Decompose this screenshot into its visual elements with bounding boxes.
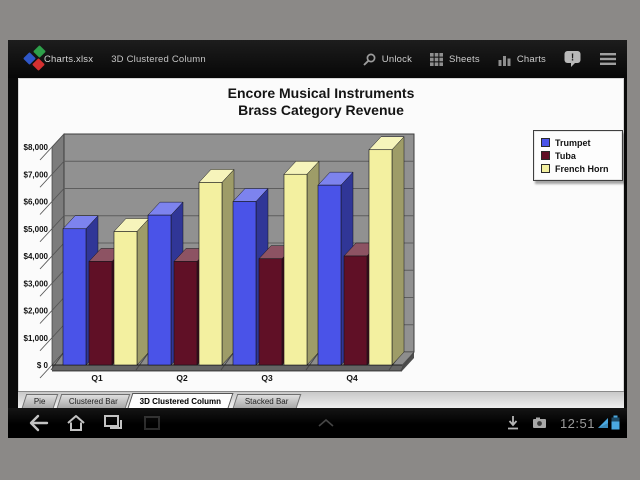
sheet-tab-label: Pie [33, 397, 46, 406]
legend-item-trumpet: Trumpet [541, 136, 622, 149]
sheet-tab-bar: Pie Clustered Bar 3D Clustered Column Stack… [18, 391, 624, 408]
bar-french-horn-q4 [368, 136, 405, 366]
charts-icon [497, 52, 512, 67]
legend-label: Trumpet [555, 137, 591, 148]
y-tick [39, 215, 65, 243]
screenshot-button-icon[interactable] [144, 416, 160, 430]
floor-separator [220, 351, 235, 371]
sheet-tab-label: 3D Clustered Column [140, 396, 222, 406]
x-category-label: Q3 [261, 373, 273, 383]
unlock-label: Unlock [381, 53, 413, 65]
sheet-tab-pie[interactable]: Pie [21, 394, 58, 408]
y-tick [39, 297, 65, 324]
y-tick-label: $6,000 [24, 198, 49, 207]
sheet-tab-label: Clustered Bar [68, 397, 118, 406]
legend-swatch [541, 164, 550, 173]
floor-separator [400, 351, 415, 371]
floor-skirt [52, 365, 402, 371]
sheets-icon [429, 52, 444, 67]
legend-label: Tuba [555, 150, 576, 161]
app-bar: Charts.xlsx 3D Clustered Column Unlock Sh… [8, 40, 627, 78]
spreadsheet-chart-view: Encore Musical Instruments Brass Categor… [18, 78, 624, 408]
y-tick-label: $5,000 [24, 225, 49, 234]
status-clock: 12:51 [559, 416, 595, 431]
chart-title: Encore Musical Instruments [227, 85, 415, 101]
quickoffice-logo-icon [23, 45, 50, 72]
y-tick-label: $ 0 [37, 361, 49, 370]
recents-icon[interactable] [103, 414, 123, 432]
x-category-label: Q4 [346, 373, 358, 383]
system-bar: 12:51 [8, 408, 627, 438]
download-icon [506, 415, 520, 431]
home-icon[interactable] [66, 413, 86, 433]
y-tick-label: $4,000 [24, 252, 49, 261]
bar-french-horn-q1 [113, 217, 150, 366]
y-tick [39, 133, 65, 161]
legend-swatch [541, 138, 550, 147]
y-tick [39, 188, 65, 215]
logo-cube-green [33, 45, 46, 58]
sheet-tab-3d-clustered-column[interactable]: 3D Clustered Column [128, 393, 235, 408]
y-tick [39, 324, 65, 352]
chart-title-block: Encore Musical Instruments Brass Categor… [18, 85, 624, 119]
y-tick-label: $1,000 [24, 334, 49, 343]
legend-item-tuba: Tuba [541, 149, 622, 162]
sheets-button[interactable]: Sheets [429, 52, 480, 67]
bar-french-horn-q2 [198, 168, 235, 366]
floor-separator [50, 351, 65, 371]
svg-text:!: ! [571, 53, 574, 64]
y-tick [39, 242, 65, 270]
y-tick-label: $8,000 [24, 143, 49, 152]
y-tick [39, 160, 65, 188]
unlock-button[interactable]: Unlock [362, 52, 412, 67]
legend-label: French Horn [555, 163, 609, 174]
floor-separator [135, 351, 150, 371]
feedback-icon[interactable]: ! [563, 49, 582, 69]
sheet-tab-clustered-bar[interactable]: Clustered Bar [56, 394, 130, 408]
x-category-label: Q2 [176, 373, 188, 383]
tablet-screenshot: Charts.xlsx 3D Clustered Column Unlock Sh… [8, 40, 627, 438]
chart-legend: Trumpet Tuba French Horn [533, 130, 623, 181]
chart-canvas: $ 0 $1,000 $2,000 $3,000 $4,000 $5,000 $6,000 $… [24, 133, 415, 383]
y-tick-label: $7,000 [24, 170, 49, 179]
sheets-label: Sheets [449, 53, 480, 65]
bar-french-horn-q3 [283, 160, 320, 366]
back-icon[interactable] [28, 414, 50, 432]
chevron-up-icon[interactable] [318, 418, 334, 427]
floor-separator [305, 351, 320, 371]
battery-icon [611, 415, 620, 430]
legend-swatch [541, 151, 550, 160]
legend-item-french-horn: French Horn [541, 162, 622, 175]
sheet-tab-stacked-bar[interactable]: Stacked Bar [232, 394, 301, 408]
y-tick-label: $2,000 [24, 307, 49, 316]
unlock-icon [362, 52, 377, 67]
menu-icon[interactable] [599, 51, 617, 67]
screenshot-notification-icon [532, 417, 547, 429]
wifi-icon [597, 417, 610, 429]
x-category-label: Q1 [91, 373, 103, 383]
chart-subtitle: Brass Category Revenue [238, 102, 404, 118]
view-name: 3D Clustered Column [111, 53, 206, 65]
y-tick [39, 269, 65, 297]
charts-label: Charts [516, 53, 546, 65]
sheet-tab-label: Stacked Bar [244, 397, 289, 406]
y-tick-label: $3,000 [24, 279, 49, 288]
file-name: Charts.xlsx [44, 53, 94, 65]
charts-button[interactable]: Charts [497, 52, 546, 67]
